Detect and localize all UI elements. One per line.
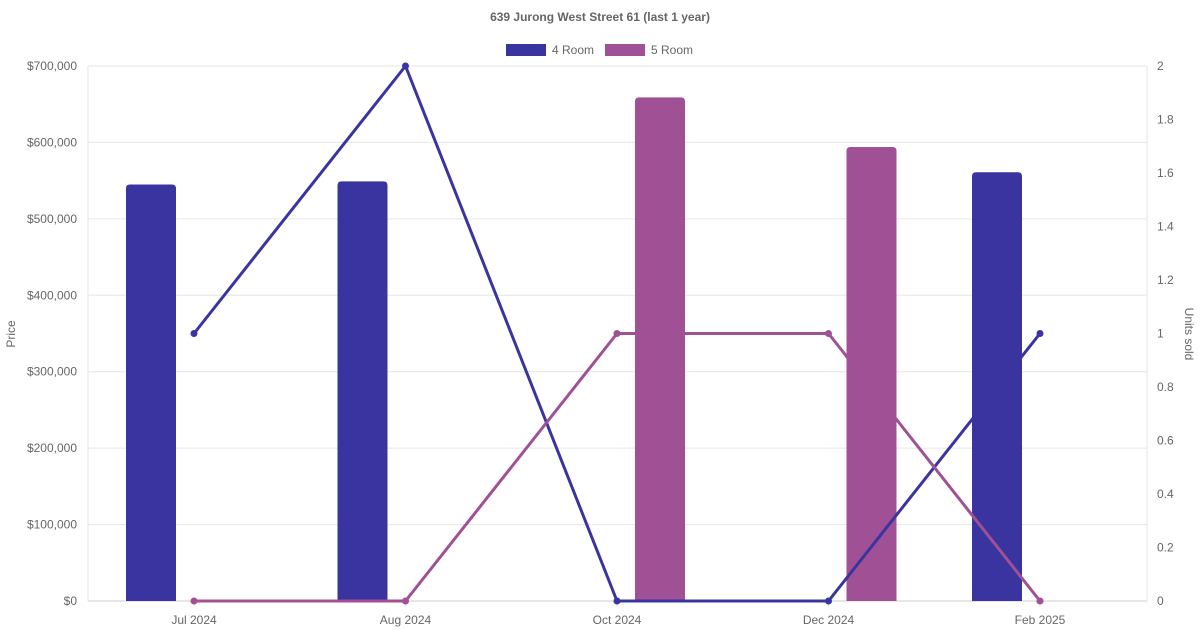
left-tick-label: $200,000 [27,441,77,455]
bar-4-room [126,184,176,601]
x-axis-ticks: Jul 2024 Aug 2024 Oct 2024 Dec 2024 Feb 2025 [171,601,1066,627]
left-tick-label: $500,000 [27,212,77,226]
x-tick-label: Oct 2024 [593,613,642,627]
left-tick-label: $300,000 [27,365,77,379]
right-tick-label: 0.2 [1157,541,1174,555]
bars [126,97,1022,601]
left-tick-label: $400,000 [27,288,77,302]
right-tick-label: 1 [1157,327,1164,341]
chart-title: 639 Jurong West Street 61 (last 1 year) [490,10,710,24]
point-5-room [402,597,409,605]
right-tick-label: 0.6 [1157,434,1174,448]
right-tick-label: 1.2 [1157,273,1174,287]
point-5-room [190,597,198,605]
left-axis-ticks: $0 $100,000 $200,000 $300,000 $400,000 $500,0… [27,59,77,608]
right-tick-label: 1.4 [1157,220,1174,234]
x-tick-label: Aug 2024 [380,613,432,627]
point-5-room [825,330,832,337]
left-tick-label: $0 [64,594,78,608]
right-tick-label: 1.6 [1157,166,1174,180]
x-tick-label: Feb 2025 [1015,613,1066,627]
point-5-room [613,330,621,337]
point-5-room [1036,597,1044,605]
line-5-room [194,332,1042,603]
point-4-room [402,62,409,70]
right-tick-label: 0.4 [1157,487,1174,501]
gridlines [87,65,1148,602]
left-tick-label: $700,000 [27,59,77,73]
left-tick-label: $100,000 [27,518,77,532]
legend-item-4-room[interactable]: 4 Room [506,43,594,57]
point-4-room [825,597,832,605]
legend-label-4-room: 4 Room [552,43,594,57]
right-axis-title: Units sold [1182,308,1196,361]
legend-swatch-4-room [506,44,546,56]
right-tick-label: 1.8 [1157,113,1174,127]
point-4-room [190,330,198,337]
x-tick-label: Jul 2024 [171,613,217,627]
point-4-room [1036,330,1044,337]
right-axis-ticks: 0 0.2 0.4 0.6 0.8 1 1.2 1.4 1.6 1.8 2 [1157,59,1174,608]
bar-4-room [337,181,388,601]
left-axis-title: Price [4,320,18,348]
right-tick-label: 0.8 [1157,380,1174,394]
lines [190,62,1044,605]
x-tick-label: Dec 2024 [803,613,855,627]
point-4-room [613,597,621,605]
legend-item-5-room[interactable]: 5 Room [605,43,693,57]
left-tick-label: $600,000 [27,135,77,149]
legend-swatch-5-room [605,44,645,56]
right-tick-label: 0 [1157,594,1164,608]
right-tick-label: 2 [1157,59,1164,73]
bar-5-room [635,97,685,601]
bar-5-room [846,147,897,601]
legend-label-5-room: 5 Room [651,43,693,57]
legend[interactable]: 4 Room 5 Room [506,43,693,57]
